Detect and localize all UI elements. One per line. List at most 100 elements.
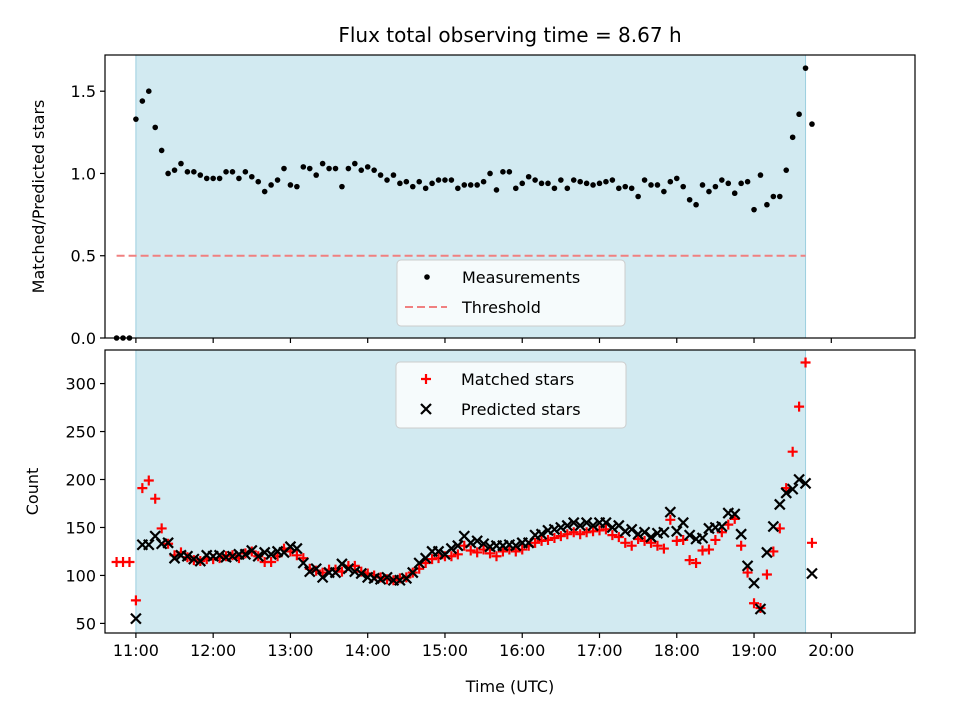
- data-point: [464, 537, 477, 549]
- data-point: [332, 165, 339, 172]
- data-point: [596, 180, 603, 187]
- data-point: [725, 180, 732, 187]
- data-point: [258, 546, 271, 559]
- x-tick-label: 11:00: [113, 641, 159, 660]
- data-point: [480, 178, 487, 185]
- data-point: [776, 193, 783, 200]
- data-point: [607, 530, 618, 541]
- data-point: [728, 508, 741, 520]
- chart-title: Flux total observing time = 8.67 h: [338, 23, 681, 47]
- data-point: [133, 116, 139, 122]
- x-tick-label: 12:00: [190, 641, 236, 660]
- data-point: [300, 164, 307, 170]
- data-point: [622, 183, 629, 190]
- data-point: [229, 169, 236, 175]
- data-point: [274, 177, 281, 183]
- data-point: [445, 542, 458, 555]
- data-point: [757, 172, 764, 178]
- y-tick-label: 1.5: [71, 82, 96, 101]
- data-point: [162, 537, 174, 549]
- data-point: [774, 498, 786, 511]
- data-point: [188, 553, 200, 565]
- data-point: [452, 539, 464, 552]
- data-point: [184, 169, 191, 175]
- data-point: [710, 534, 721, 545]
- data-point: [767, 520, 780, 533]
- data-point: [574, 519, 586, 532]
- data-point: [616, 185, 622, 192]
- data-point: [555, 531, 566, 542]
- data-point: [281, 165, 287, 172]
- data-point: [530, 537, 541, 548]
- data-point: [345, 165, 352, 172]
- data-point: [680, 183, 687, 190]
- data-point: [799, 477, 812, 490]
- data-point: [619, 525, 632, 538]
- data-point: [670, 525, 683, 538]
- data-point: [731, 190, 738, 197]
- x-tick-label: 19:00: [731, 641, 777, 660]
- data-point: [326, 165, 332, 172]
- data-point: [287, 182, 294, 188]
- data-point: [686, 196, 693, 203]
- data-point: [567, 516, 580, 529]
- data-point: [455, 185, 461, 192]
- data-point: [638, 526, 651, 539]
- data-point: [748, 577, 760, 589]
- data-point: [800, 357, 811, 368]
- data-point: [130, 612, 142, 625]
- data-point: [754, 603, 767, 615]
- x-tick-label: 14:00: [345, 641, 391, 660]
- data-point: [448, 177, 455, 183]
- data-point: [472, 547, 483, 558]
- data-point: [783, 167, 790, 173]
- data-point: [735, 528, 747, 540]
- data-point: [261, 188, 268, 195]
- y-tick-label: 0.0: [71, 329, 96, 348]
- data-point: [268, 182, 274, 188]
- data-point: [632, 528, 644, 540]
- panel-ratio: 0.0 0.5 1.0 1.5 Flux total observing time = …: [29, 23, 916, 348]
- data-point: [646, 537, 657, 548]
- data-point: [603, 178, 609, 185]
- x-tick-label: 15:00: [422, 641, 468, 660]
- data-point: [738, 180, 744, 187]
- data-point: [203, 175, 210, 182]
- data-point: [802, 65, 809, 71]
- data-point: [226, 550, 239, 563]
- data-point: [652, 540, 663, 551]
- data-point: [664, 506, 677, 518]
- data-point: [471, 535, 483, 547]
- data-point: [171, 167, 178, 173]
- y-axis-label: Matched/Predicted stars: [29, 100, 48, 294]
- data-point: [506, 169, 513, 175]
- legend-box: [395, 361, 627, 429]
- data-point: [761, 546, 773, 559]
- data-point: [699, 182, 706, 188]
- data-point: [422, 185, 429, 192]
- data-point: [741, 560, 754, 572]
- data-point: [512, 185, 519, 192]
- data-point: [558, 177, 564, 183]
- data-point: [519, 180, 526, 187]
- data-point: [691, 557, 702, 568]
- data-point: [580, 516, 593, 529]
- data-point: [561, 519, 574, 532]
- data-point: [316, 571, 329, 584]
- data-point: [145, 88, 152, 94]
- data-point: [678, 534, 689, 545]
- data-point: [600, 516, 612, 529]
- data-point: [696, 532, 709, 544]
- legend: Measurements Threshold: [396, 259, 626, 327]
- data-point: [575, 529, 586, 540]
- data-point: [564, 185, 571, 192]
- data-point: [673, 175, 680, 182]
- x-tick-label: 16:00: [499, 641, 545, 660]
- data-point: [156, 523, 167, 534]
- data-point: [394, 574, 406, 587]
- data-point: [551, 185, 558, 192]
- data-point: [294, 183, 300, 190]
- x-tick-label: 17:00: [576, 641, 622, 660]
- data-point: [620, 537, 631, 548]
